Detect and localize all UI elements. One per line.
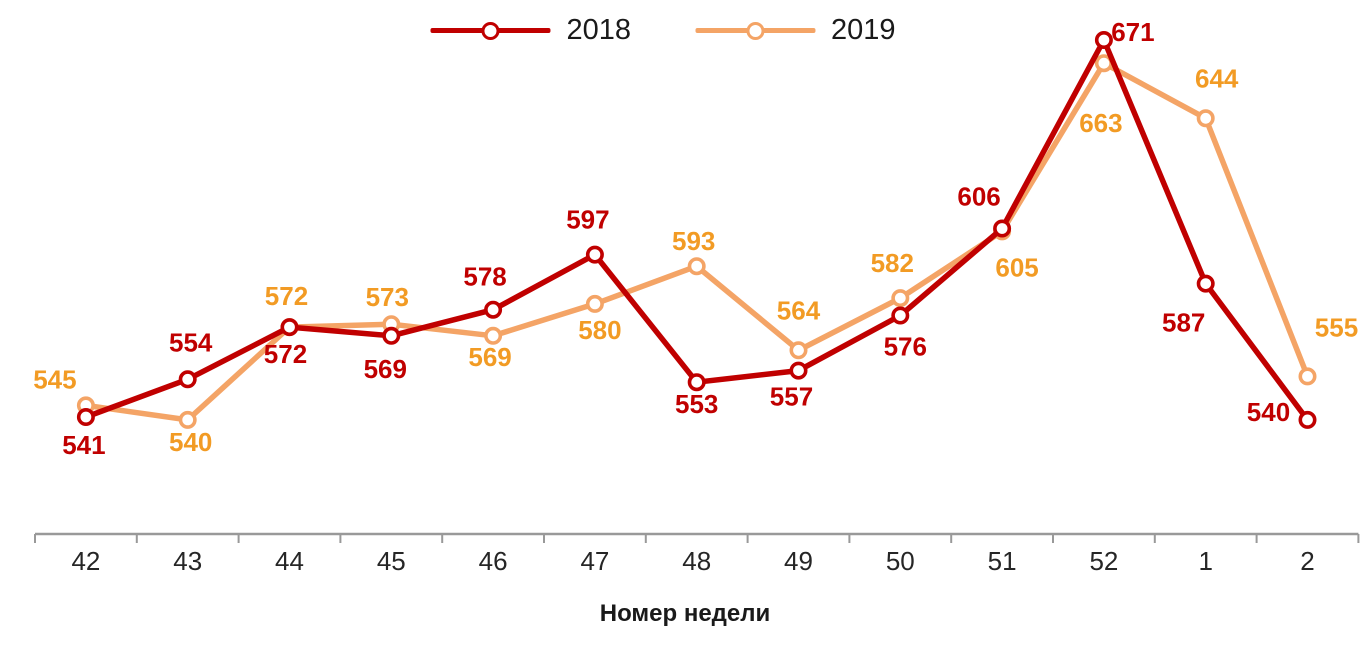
legend-marker-2019: [746, 21, 764, 40]
x-tick-label-45: 45: [377, 546, 406, 576]
data-label-2018-44: 572: [264, 339, 307, 369]
data-point-2018-45: [382, 326, 401, 345]
data-label-2018-42: 541: [62, 430, 105, 460]
chart-legend: 2018 2019: [430, 16, 896, 45]
data-label-2018-50: 576: [884, 332, 927, 362]
data-point-2019-48: [687, 257, 706, 276]
data-label-2018-47: 597: [566, 205, 609, 235]
x-tick-label-1: 1: [1198, 546, 1212, 576]
legend-item-2019: 2019: [695, 16, 896, 45]
data-point-2019-49: [789, 341, 808, 360]
data-point-2018-43: [178, 370, 197, 389]
data-label-2019-43: 540: [169, 427, 212, 457]
data-label-2019-50: 582: [871, 248, 914, 278]
legend-marker-2018: [481, 21, 500, 40]
x-tick-label-43: 43: [173, 546, 202, 576]
legend-label-2019: 2019: [831, 14, 896, 46]
data-point-2018-46: [484, 300, 503, 319]
data-point-2019-50: [891, 289, 910, 308]
data-point-2019-1: [1196, 109, 1215, 128]
data-label-2019-48: 593: [672, 226, 715, 256]
data-label-2019-51: 605: [995, 252, 1038, 282]
data-point-2018-52: [1094, 30, 1113, 49]
data-label-2018-48: 553: [675, 389, 718, 419]
data-point-2018-44: [280, 318, 299, 337]
data-point-2018-47: [585, 245, 604, 264]
data-label-2019-44: 572: [265, 281, 308, 311]
data-label-2018-45: 569: [364, 354, 407, 384]
x-tick-label-47: 47: [580, 546, 609, 576]
data-point-2019-2: [1298, 367, 1317, 386]
legend-item-2018: 2018: [430, 16, 631, 45]
x-tick-label-49: 49: [784, 546, 813, 576]
data-point-2019-43: [178, 410, 197, 429]
data-label-2019-42: 545: [33, 364, 76, 394]
data-point-2018-2: [1298, 410, 1317, 429]
data-label-2019-2: 555: [1315, 312, 1358, 342]
legend-label-2018: 2018: [566, 14, 631, 46]
x-tick-label-2: 2: [1300, 546, 1314, 576]
data-label-2019-52: 663: [1079, 108, 1122, 138]
data-label-2018-1: 587: [1162, 308, 1205, 338]
x-tick-label-46: 46: [479, 546, 508, 576]
data-label-2018-46: 578: [463, 262, 506, 292]
data-label-2018-2: 540: [1247, 397, 1290, 427]
data-label-2018-49: 557: [770, 382, 813, 412]
x-tick-label-42: 42: [71, 546, 100, 576]
data-label-2018-43: 554: [169, 327, 213, 357]
x-tick-label-51: 51: [988, 546, 1017, 576]
legend-line-sample-2018: [430, 21, 551, 40]
x-tick-label-52: 52: [1089, 546, 1118, 576]
data-label-2019-49: 564: [777, 295, 821, 325]
data-label-2018-51: 606: [957, 182, 1000, 212]
data-point-2018-50: [891, 306, 910, 325]
data-point-2018-48: [687, 373, 706, 392]
data-label-2019-1: 644: [1195, 63, 1239, 93]
data-label-2018-52: 671: [1111, 17, 1154, 47]
data-label-2019-47: 580: [578, 315, 621, 345]
x-tick-label-44: 44: [275, 546, 304, 576]
x-tick-label-48: 48: [682, 546, 711, 576]
data-point-2018-42: [76, 407, 95, 426]
data-point-2018-49: [789, 361, 808, 380]
x-tick-label-50: 50: [886, 546, 915, 576]
data-point-2018-51: [993, 219, 1012, 238]
data-label-2019-46: 569: [468, 342, 511, 372]
data-point-2019-47: [585, 294, 604, 313]
data-point-2018-1: [1196, 274, 1215, 293]
x-axis-title: Номер недели: [599, 600, 771, 627]
legend-line-sample-2019: [695, 21, 815, 40]
data-point-2019-46: [484, 326, 503, 345]
data-label-2019-45: 573: [366, 282, 409, 312]
